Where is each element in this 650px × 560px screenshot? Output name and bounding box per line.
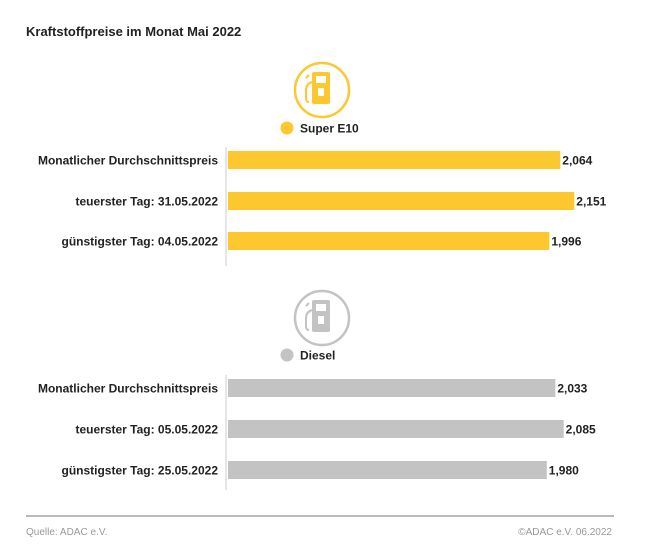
legend-label: Super E10 [300,122,359,136]
data-label: 1,996 [551,235,581,249]
legend-label: Diesel [300,349,335,363]
bar [228,461,547,479]
data-label: 2,085 [566,423,596,437]
data-label: 2,033 [557,382,587,396]
category-label: günstigster Tag: 04.05.2022 [61,235,218,249]
fuel-pump-icon [305,72,330,104]
legend-marker [280,121,294,135]
bar [228,232,550,250]
chart-title: Kraftstoffpreise im Monat Mai 2022 [26,24,242,39]
fuel-pump-icon-circle [293,61,351,119]
bar [228,420,564,438]
category-label: Monatlicher Durchschnittspreis [38,382,218,396]
category-label: teuerster Tag: 05.05.2022 [75,423,218,437]
footer-divider [26,515,614,517]
copyright-note: ©ADAC e.V. 06.2022 [518,527,612,538]
data-label: 1,980 [549,464,579,478]
category-label: günstigster Tag: 25.05.2022 [61,464,218,478]
legend-marker [280,348,294,362]
data-label: 2,064 [562,154,592,168]
data-label: 2,151 [576,195,606,209]
bar [228,379,556,397]
fuel-pump-icon [305,300,330,332]
category-label: Monatlicher Durchschnittspreis [38,154,218,168]
category-label: teuerster Tag: 31.05.2022 [75,195,218,209]
bar [228,192,575,210]
fuel-pump-icon-circle [293,289,351,347]
bar [228,151,561,169]
source-note: Quelle: ADAC e.V. [26,527,108,538]
